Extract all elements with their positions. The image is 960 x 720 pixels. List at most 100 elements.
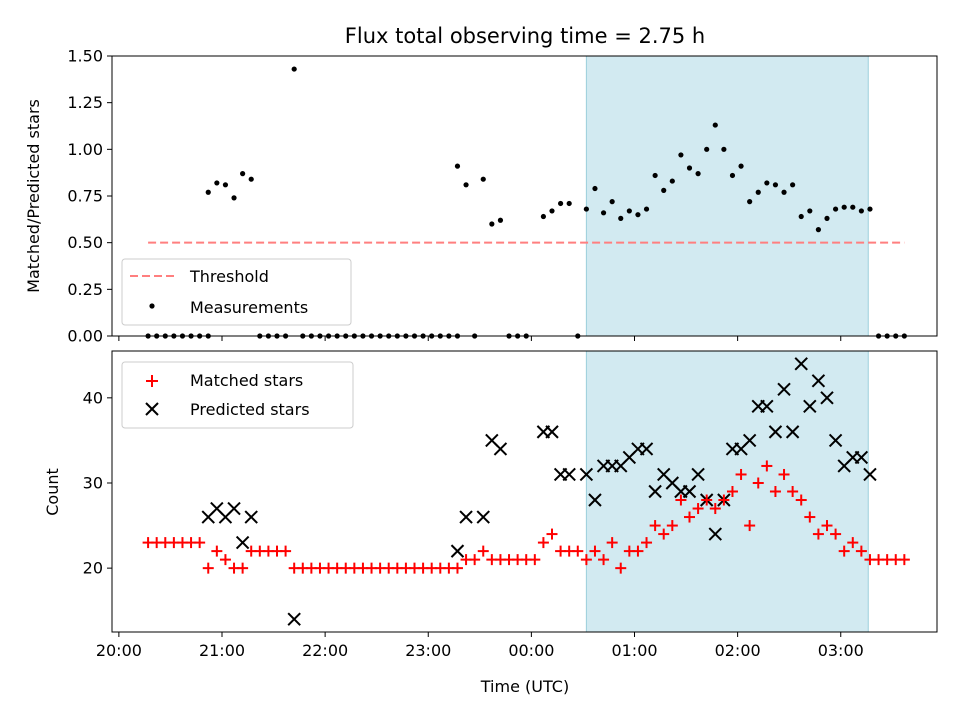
measurement-point xyxy=(669,178,675,184)
matched-point xyxy=(606,537,618,549)
measurement-point xyxy=(489,221,495,227)
x-tick-label: 03:00 xyxy=(818,641,864,660)
matched-point xyxy=(675,494,687,506)
bottom-axes-frame xyxy=(111,350,938,633)
measurement-point xyxy=(652,172,658,179)
matched-point xyxy=(898,554,910,566)
measurement-point xyxy=(721,146,727,152)
measurement-point xyxy=(738,163,744,169)
top-y-label: Matched/Predicted stars xyxy=(24,99,43,293)
measurement-point xyxy=(222,182,229,188)
matched-point xyxy=(641,537,653,549)
x-tick-label: 00:00 xyxy=(508,641,554,660)
top-x-ticks xyxy=(118,336,842,341)
measurement-point xyxy=(454,163,461,169)
measurement-point xyxy=(712,122,718,128)
matched-point xyxy=(709,503,721,515)
matched-point xyxy=(769,486,781,497)
measurement-point xyxy=(729,172,736,179)
predicted-point xyxy=(820,391,834,405)
predicted-point xyxy=(287,612,301,626)
matched-point xyxy=(469,554,481,566)
measurement-point xyxy=(557,200,564,207)
y-tick-label: 0.00 xyxy=(67,327,103,346)
measurement-point xyxy=(764,180,770,186)
predicted-point xyxy=(742,433,757,448)
matched-point xyxy=(701,494,713,506)
measurement-point xyxy=(231,195,237,201)
measurement-point xyxy=(850,204,856,210)
measurement-point xyxy=(704,146,710,152)
y-tick-label: 1.25 xyxy=(67,93,103,112)
predicted-point xyxy=(235,535,250,550)
predicted-point xyxy=(639,442,654,456)
x-tick-label: 22:00 xyxy=(302,641,348,660)
matched-point xyxy=(855,545,867,557)
y-tick-label: 40 xyxy=(83,388,103,407)
matched-point xyxy=(589,545,601,557)
matched-point xyxy=(572,545,584,557)
bottom-panel: 20 30 40 20:00 21:00 22:00 23:00 00:00 01:00 02:… xyxy=(43,350,938,696)
predicted-point xyxy=(777,382,791,397)
matched-point xyxy=(821,520,833,532)
matched-point xyxy=(666,520,678,532)
matched-point xyxy=(658,528,670,540)
matched-point xyxy=(692,503,704,515)
x-tick-label: 21:00 xyxy=(199,641,245,660)
legend-measurements-swatch xyxy=(149,303,155,309)
matched-point xyxy=(752,477,764,489)
measurement-point xyxy=(540,213,547,220)
predicted-point xyxy=(785,425,800,439)
y-tick-label: 20 xyxy=(83,559,103,578)
predicted-point xyxy=(579,467,594,482)
predicted-point xyxy=(562,467,576,482)
bottom-legend-box xyxy=(121,361,354,429)
predicted-point xyxy=(648,484,662,499)
bottom-y-label: Count xyxy=(43,468,62,516)
predicted-point xyxy=(768,425,783,439)
matched-point xyxy=(529,554,541,566)
matched-point xyxy=(451,562,463,574)
y-tick-label: 0.25 xyxy=(67,280,103,299)
predicted-point xyxy=(244,510,258,524)
matched-point xyxy=(718,494,730,506)
measurement-point xyxy=(248,176,254,182)
predicted-points xyxy=(201,357,877,626)
measurement-point xyxy=(600,210,607,216)
predicted-point xyxy=(811,374,826,388)
measurement-point xyxy=(626,208,632,214)
matched-point xyxy=(684,511,695,523)
measurement-point xyxy=(291,66,297,72)
matched-point xyxy=(237,562,249,574)
matched-point xyxy=(735,468,747,480)
measurement-point xyxy=(790,182,796,188)
legend-matched-swatch xyxy=(146,375,158,387)
predicted-point xyxy=(854,450,869,465)
top-title: Flux total observing time = 2.75 h xyxy=(345,24,705,48)
matched-point xyxy=(211,545,223,557)
bottom-y-ticks: 20 30 40 xyxy=(83,388,112,578)
matched-point xyxy=(546,528,558,540)
predicted-point xyxy=(691,467,705,482)
measurement-point xyxy=(618,215,624,221)
measurement-point xyxy=(661,187,667,193)
predicted-point xyxy=(588,493,602,507)
matched-point xyxy=(202,562,214,574)
matched-point xyxy=(194,537,206,549)
matched-point xyxy=(580,554,592,566)
measurement-point xyxy=(583,206,589,212)
measurement-point xyxy=(798,213,804,220)
predicted-point xyxy=(493,442,508,456)
x-tick-label: 23:00 xyxy=(405,641,451,660)
measurement-point xyxy=(695,171,701,177)
measurement-point xyxy=(841,204,847,210)
predicted-point xyxy=(760,399,774,414)
predicted-point xyxy=(863,467,877,482)
legend-matched-label: Matched stars xyxy=(190,371,303,390)
predicted-point xyxy=(828,433,843,448)
measurement-point xyxy=(609,199,615,205)
measurement-point xyxy=(643,206,650,212)
legend-predicted-swatch xyxy=(145,402,159,416)
y-tick-label: 30 xyxy=(83,473,103,492)
measurement-point xyxy=(832,206,839,212)
